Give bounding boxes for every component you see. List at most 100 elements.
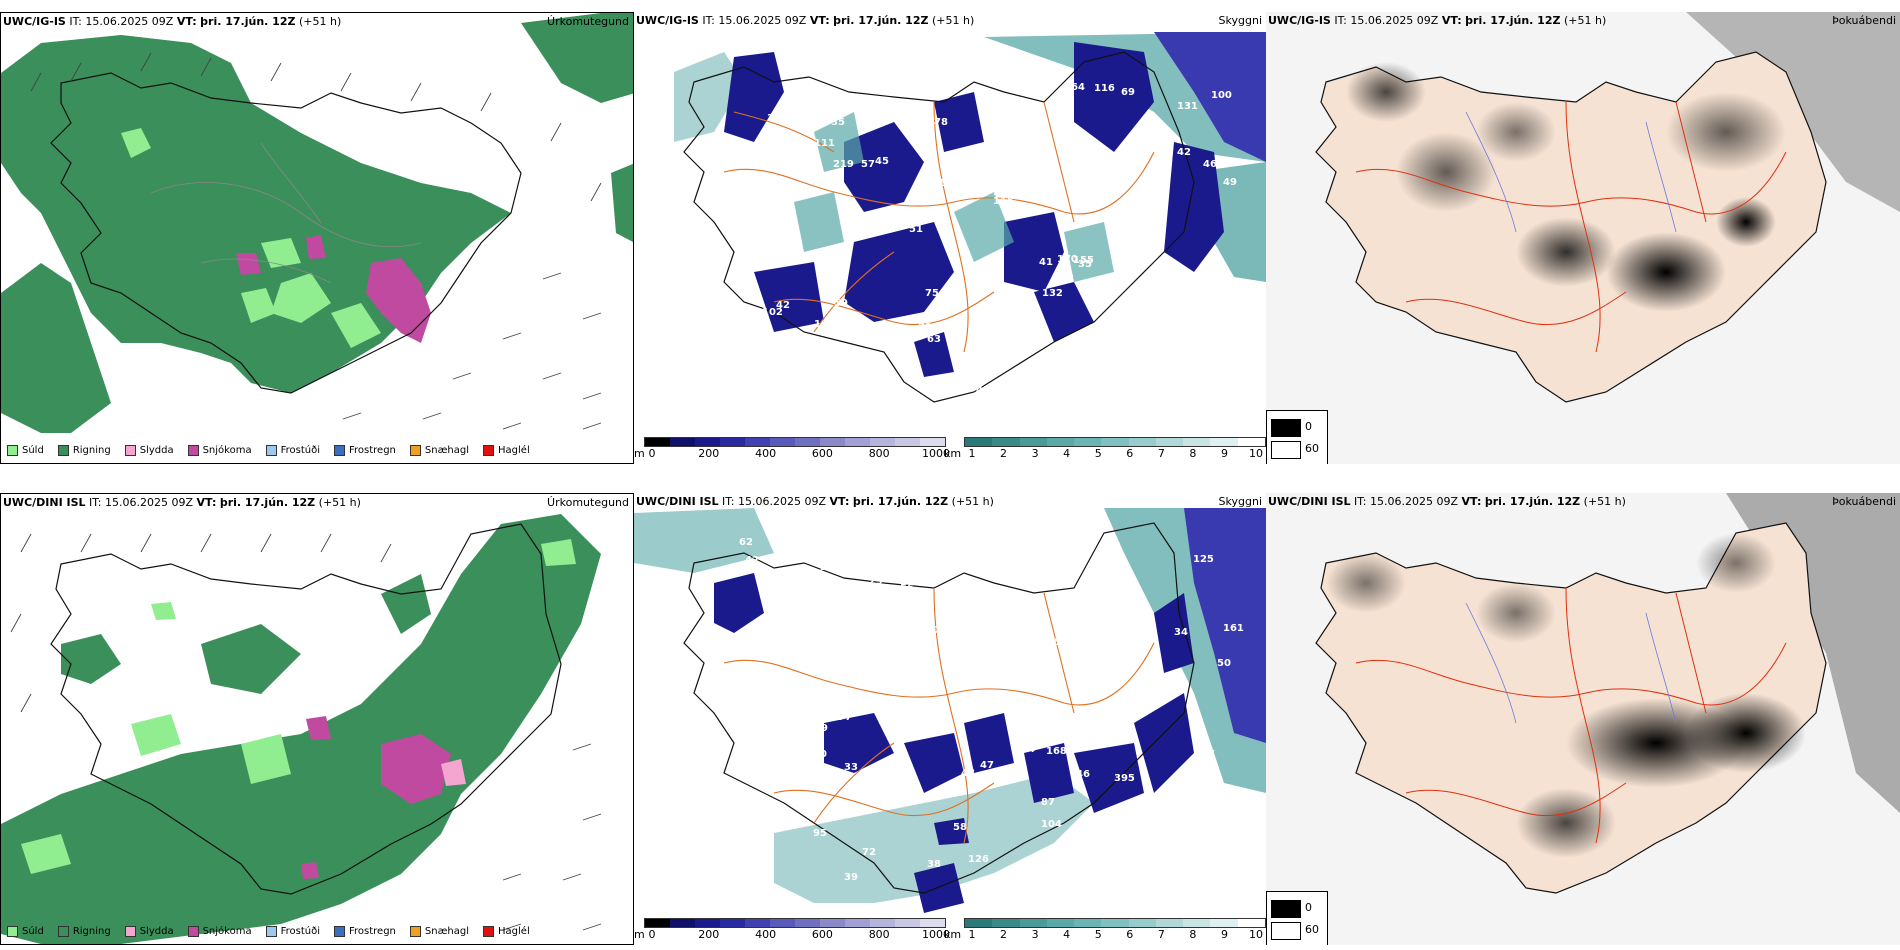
model-name: UWC/DINI ISL	[636, 495, 719, 508]
legend-label: Frostregn	[349, 444, 396, 456]
cloud-base-colorbar-bottom: m 0 200 400 600 800 1000	[634, 918, 950, 944]
swatch	[187, 925, 199, 937]
lead-time: (+51 h)	[951, 495, 994, 508]
vis-value-label: 95	[813, 828, 827, 839]
legend-item-frostudi: Frostúði	[265, 444, 320, 456]
vis-value-label: 161	[1223, 623, 1244, 634]
colorbar-tick-label: 3	[1031, 928, 1039, 941]
model-name: UWC/IG-IS	[3, 15, 66, 28]
colorbar-tick-label: 1	[968, 928, 976, 941]
vis-header-top: UWC/IG-IS IT: 15.06.2025 09Z VT: þri. 17…	[636, 14, 974, 27]
colorbar-segment	[720, 438, 745, 446]
lead-time: (+51 h)	[298, 15, 342, 28]
vis-value-label: 385	[843, 786, 864, 797]
colorbar-segment	[695, 919, 720, 927]
colorbar-segment	[1046, 919, 1075, 927]
legend-item-snaehagl: Snæhagl	[409, 925, 469, 937]
vis-value-label: 219	[833, 159, 854, 170]
it-label: IT:	[722, 495, 735, 508]
colorbar-segment	[745, 438, 770, 446]
init-time: 15.06.2025 09Z	[105, 496, 194, 509]
vis-value-label: 38	[927, 859, 941, 870]
vis-value-label: 97	[835, 617, 849, 628]
vis-value-label: 35	[767, 113, 781, 124]
legend-label: Rigning	[72, 444, 111, 456]
precip-title-bottom: Úrkomutegund	[547, 496, 629, 509]
colorbar-segment	[965, 919, 993, 927]
cloud-base-colorbar-top: m 0 200 400 600 800 1000	[634, 437, 950, 463]
fog-header-top: UWC/IG-IS IT: 15.06.2025 09Z VT: þri. 17…	[1268, 14, 1606, 27]
swatch	[334, 925, 345, 937]
swatch	[7, 925, 18, 937]
colorbar-segment	[1101, 438, 1129, 446]
colorbar-segment	[1128, 919, 1156, 927]
vt-label: VT:	[196, 496, 217, 509]
colorbar-segment	[670, 919, 695, 927]
fog-title-top: Þokuábendi	[1832, 14, 1896, 27]
colorbar-segment	[1019, 919, 1047, 927]
vis-value-label: 76	[992, 187, 1006, 198]
vis-value-label: 46	[1203, 159, 1217, 170]
colorbar-tick-label: 600	[811, 447, 833, 460]
vis-value-label: 74	[1128, 366, 1142, 377]
precip-legend-top: Súld Rigning Slydda Snjókoma Frostúði Fr…	[1, 440, 538, 460]
swatch	[409, 444, 421, 456]
vt-label: VT:	[1441, 14, 1462, 27]
legend-item-rigning: Rigning	[57, 925, 111, 937]
vis-value-label: 34	[1174, 627, 1188, 638]
colorbar-segment	[920, 919, 945, 927]
vis-value-label: 106	[814, 319, 835, 330]
valid-time: þri. 17.jún. 12Z	[1484, 495, 1581, 508]
legend-item-frostudi: Frostúði	[265, 925, 320, 937]
colorbar-segment	[965, 438, 993, 446]
cloud-base-unit: m	[634, 447, 645, 460]
swatch	[265, 925, 277, 937]
fog-legend-white	[1271, 922, 1301, 940]
colorbar-tick-label: 1	[968, 447, 976, 460]
vis-colorbar-bottom: km 1 2 3 4 5 6 7 8 9 10	[944, 918, 1266, 944]
vis-value-label: 40	[813, 749, 827, 760]
colorbar-tick-label: 10	[1249, 447, 1263, 460]
colorbar-segment	[895, 438, 920, 446]
vis-value-label: 168	[1046, 746, 1067, 757]
vis-value-label: 42	[1177, 147, 1191, 158]
vis-value-label: 100	[1211, 90, 1232, 101]
vis-value-label: 103	[946, 55, 967, 66]
vis-value-label: 58	[953, 822, 967, 833]
vis-value-label: 69	[1121, 87, 1135, 98]
vis-value-label: 113	[938, 178, 959, 189]
colorbar-segment	[1183, 919, 1211, 927]
fog-legend-label: 0	[1305, 420, 1312, 433]
legend-label: Haglél	[498, 444, 530, 456]
colorbar-tick-label: 7	[1157, 447, 1165, 460]
precip-map-top	[1, 13, 633, 463]
vis-value-label: 48	[924, 68, 938, 79]
colorbar-segment	[1155, 919, 1184, 927]
legend-item-frostregn: Frostregn	[334, 444, 396, 456]
swatch	[483, 925, 495, 937]
it-label: IT:	[69, 15, 82, 28]
colorbar-segment	[1128, 438, 1156, 446]
vis-value-label: 96	[1046, 637, 1060, 648]
vis-value-label: 87	[866, 615, 880, 626]
vis-colorbar-top: km 1 2 3 4 5 6 7 8 9 10	[944, 437, 1266, 463]
precip-header-top: UWC/IG-IS IT: 15.06.2025 09Z VT: þri. 17…	[3, 15, 341, 28]
colorbar-segment	[745, 919, 770, 927]
vis-value-label: 77	[838, 712, 852, 723]
colorbar-tick-label: 9	[1220, 447, 1228, 460]
vis-value-label: 48	[961, 768, 975, 779]
vis-value-label: 104	[1041, 819, 1062, 830]
colorbar-segment	[1210, 438, 1238, 446]
vis-value-label: 97	[1201, 749, 1215, 760]
vis-value-label: 72	[862, 847, 876, 858]
colorbar-tick-label: 10	[1249, 928, 1263, 941]
vis-value-label: 42	[745, 555, 759, 566]
colorbar-tick-label: 400	[755, 447, 777, 460]
colorbar-segment	[1155, 438, 1184, 446]
vis-value-label: 41	[1039, 257, 1053, 268]
cloud-base-bar	[644, 918, 946, 928]
vis-value-label: 70	[832, 362, 846, 373]
legend-item-slydda: Slydda	[124, 925, 174, 937]
colorbar-segment	[992, 438, 1020, 446]
vis-value-label: 54	[885, 670, 899, 681]
